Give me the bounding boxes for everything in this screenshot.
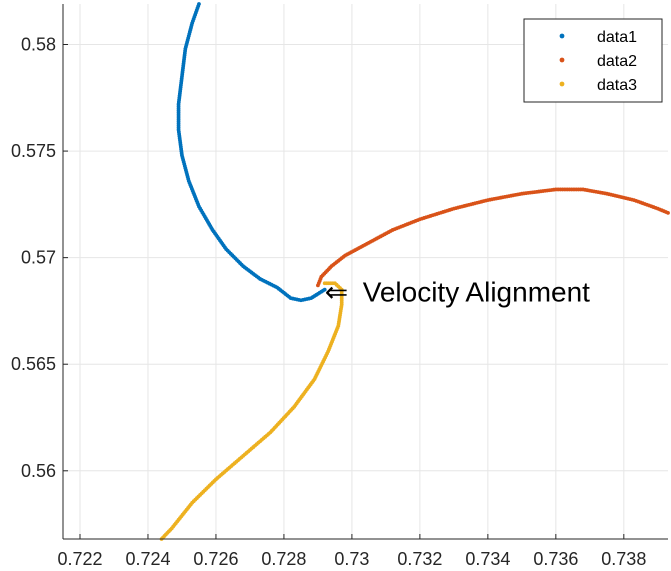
x-tick-label-0: 0.722 (57, 549, 102, 569)
series-data2 (316, 187, 670, 288)
legend-marker-data2 (559, 57, 565, 63)
x-tick-label-2: 0.726 (193, 549, 238, 569)
legend-box (523, 18, 663, 103)
y-tick-label-4: 0.58 (21, 34, 56, 54)
x-tick-label-8: 0.738 (601, 549, 646, 569)
x-tick-label-3: 0.728 (261, 549, 306, 569)
x-tick-label-5: 0.732 (397, 549, 442, 569)
point-data1-175 (322, 287, 327, 292)
legend-label-data2: data2 (597, 53, 637, 70)
y-tick-label-3: 0.575 (11, 141, 56, 161)
axes: 0.722 0.724 0.726 0.728 0.73 0.732 0.734 0.736 0… (11, 4, 668, 569)
y-tick-label-2: 0.57 (21, 248, 56, 268)
legend: data1 data2 data3 (523, 18, 663, 103)
legend-marker-data3 (559, 81, 565, 87)
legend-marker-data1 (559, 33, 565, 39)
series-data3 (159, 281, 344, 541)
x-tick-label-4: 0.73 (334, 549, 369, 569)
annotation: ⇐ Velocity Alignment (325, 277, 590, 308)
x-tick-label-7: 0.736 (533, 549, 578, 569)
annotation-label: Velocity Alignment (363, 277, 590, 308)
annotation-arrow: ⇐ (325, 277, 348, 308)
legend-label-data1: data1 (597, 29, 637, 46)
y-tick-label-1: 0.565 (11, 354, 56, 374)
y-tick-label-0: 0.56 (21, 461, 56, 481)
x-tick-label-1: 0.724 (125, 549, 170, 569)
series-data1 (176, 2, 327, 303)
legend-label-data3: data3 (597, 77, 637, 94)
point-data2-172 (666, 210, 670, 215)
series-layer (159, 2, 670, 541)
x-tick-label-6: 0.734 (465, 549, 510, 569)
